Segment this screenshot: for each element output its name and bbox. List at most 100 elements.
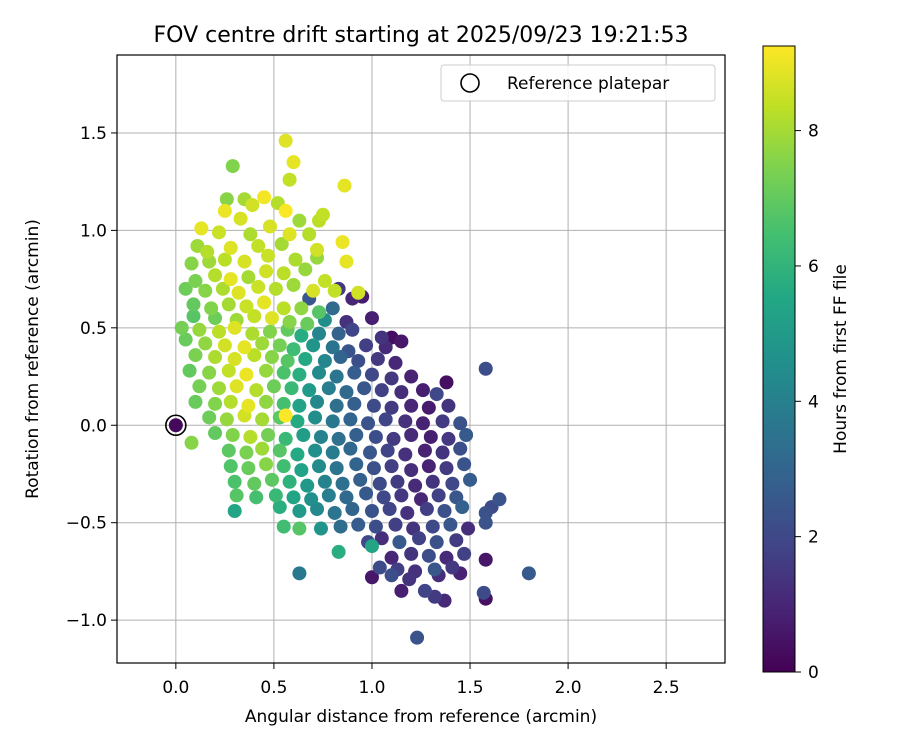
data-point (282, 227, 297, 242)
data-point (292, 213, 307, 228)
data-point (390, 474, 405, 489)
data-point (459, 428, 474, 442)
data-point (435, 414, 450, 429)
data-point (223, 394, 238, 409)
data-point (286, 490, 301, 505)
data-point (374, 330, 389, 345)
data-point (219, 412, 234, 427)
data-point (349, 428, 364, 442)
y-tick-label: 0.5 (80, 319, 107, 339)
data-point (400, 505, 415, 520)
x-tick-label: 2.5 (653, 678, 680, 698)
data-point (363, 445, 378, 460)
data-point (404, 546, 419, 561)
x-tick-label: 0.0 (162, 678, 189, 698)
data-point (343, 441, 358, 456)
data-point (345, 502, 360, 517)
data-point (408, 478, 423, 493)
data-point (417, 583, 432, 598)
data-point (425, 474, 440, 489)
data-point (398, 447, 413, 462)
data-point (286, 155, 301, 170)
data-point (421, 400, 436, 415)
data-point (233, 211, 248, 226)
colorbar: 0 2 4 6 8 Hours from first FF file (762, 45, 851, 683)
data-point (457, 457, 472, 472)
data-point (202, 410, 217, 425)
data-point (392, 535, 407, 550)
data-point (368, 429, 383, 444)
data-point (257, 295, 272, 310)
data-point (259, 457, 274, 472)
data-point (225, 159, 240, 174)
data-point (421, 548, 436, 563)
data-point (404, 369, 419, 384)
data-point (325, 414, 340, 429)
data-point (290, 414, 305, 429)
data-point (364, 539, 379, 554)
data-point (292, 566, 307, 581)
reference-point (168, 418, 183, 433)
data-point (262, 219, 277, 234)
data-point (364, 367, 379, 382)
data-point (208, 350, 223, 365)
data-point (333, 350, 348, 365)
data-point (227, 352, 242, 366)
data-point (261, 248, 276, 263)
data-point (412, 531, 427, 546)
data-point (282, 474, 297, 489)
data-point (229, 488, 244, 503)
data-point (441, 431, 456, 446)
data-point (243, 227, 258, 242)
data-point (306, 338, 321, 353)
data-point (325, 445, 340, 460)
data-point (359, 486, 374, 501)
data-point (300, 478, 315, 493)
data-point (329, 369, 344, 384)
data-point (200, 244, 215, 259)
data-point (427, 562, 442, 577)
data-point (243, 429, 258, 444)
data-point (331, 326, 346, 341)
data-point (274, 237, 289, 252)
data-point (241, 270, 256, 285)
data-point (313, 429, 328, 444)
data-point (184, 435, 199, 450)
data-point (384, 400, 399, 415)
reference-marker (165, 414, 187, 437)
data-point (178, 281, 193, 296)
data-point (443, 517, 458, 532)
data-point (225, 428, 240, 442)
data-point (204, 301, 219, 316)
data-point (461, 521, 476, 536)
data-point (402, 572, 417, 587)
data-point (357, 381, 372, 396)
data-point (364, 570, 379, 585)
data-point (221, 443, 236, 458)
data-point (304, 492, 319, 507)
data-point (292, 521, 307, 536)
colorbar-ticks: 0 2 4 6 8 (795, 122, 819, 683)
data-point (302, 383, 317, 398)
data-point (276, 266, 291, 281)
data-point (429, 535, 444, 550)
data-point (359, 338, 374, 353)
data-point (327, 505, 342, 520)
data-point (312, 365, 327, 380)
x-tick-label: 2.0 (555, 678, 582, 698)
data-point (278, 133, 293, 148)
chart-title: FOV centre drift starting at 2025/09/23 … (154, 23, 689, 48)
data-point (361, 416, 376, 431)
data-point (227, 320, 242, 335)
data-point (521, 566, 536, 581)
data-point (431, 488, 446, 503)
y-axis-label: Rotation from reference (arcmin) (23, 219, 43, 499)
data-point (435, 445, 450, 460)
y-axis-ticks: −1.0 −0.5 0.0 0.5 1.0 1.5 (66, 124, 117, 631)
data-point (455, 500, 470, 515)
data-point (339, 490, 354, 505)
data-point (296, 428, 311, 442)
data-point (276, 396, 291, 411)
data-point (245, 326, 260, 341)
data-point (457, 546, 472, 561)
